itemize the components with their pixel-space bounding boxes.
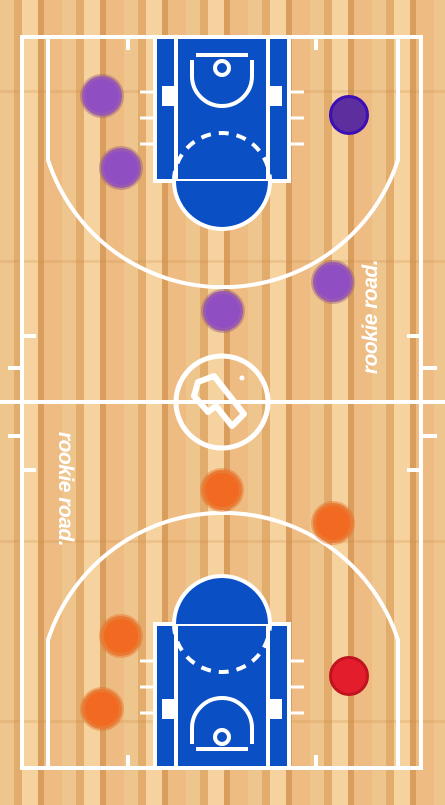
center-logo-icon (191, 373, 247, 429)
player-token-orange[interactable] (202, 470, 242, 510)
center-circle (173, 353, 271, 451)
free-throw-circle-top (172, 180, 272, 231)
player-token-purple[interactable] (82, 76, 122, 116)
free-throw-circle-bottom (172, 574, 272, 625)
player-token-orange[interactable] (313, 503, 353, 543)
player-token-orange[interactable] (101, 616, 141, 656)
player-token-purple-dark[interactable] (329, 95, 369, 135)
player-token-purple[interactable] (203, 291, 243, 331)
player-token-purple[interactable] (313, 262, 353, 302)
hoop-top (213, 59, 231, 77)
brand-watermark-top: rookie road. (359, 259, 383, 375)
player-token-red[interactable] (329, 656, 369, 696)
floor-plank (0, 540, 445, 543)
hoop-bottom (213, 728, 231, 746)
three-point-line-top (46, 37, 400, 290)
three-point-line-bottom (46, 510, 400, 768)
brand-watermark-bottom: rookie road. (54, 431, 78, 547)
floor-plank (0, 260, 445, 263)
player-token-purple[interactable] (101, 148, 141, 188)
player-token-orange[interactable] (82, 689, 122, 729)
